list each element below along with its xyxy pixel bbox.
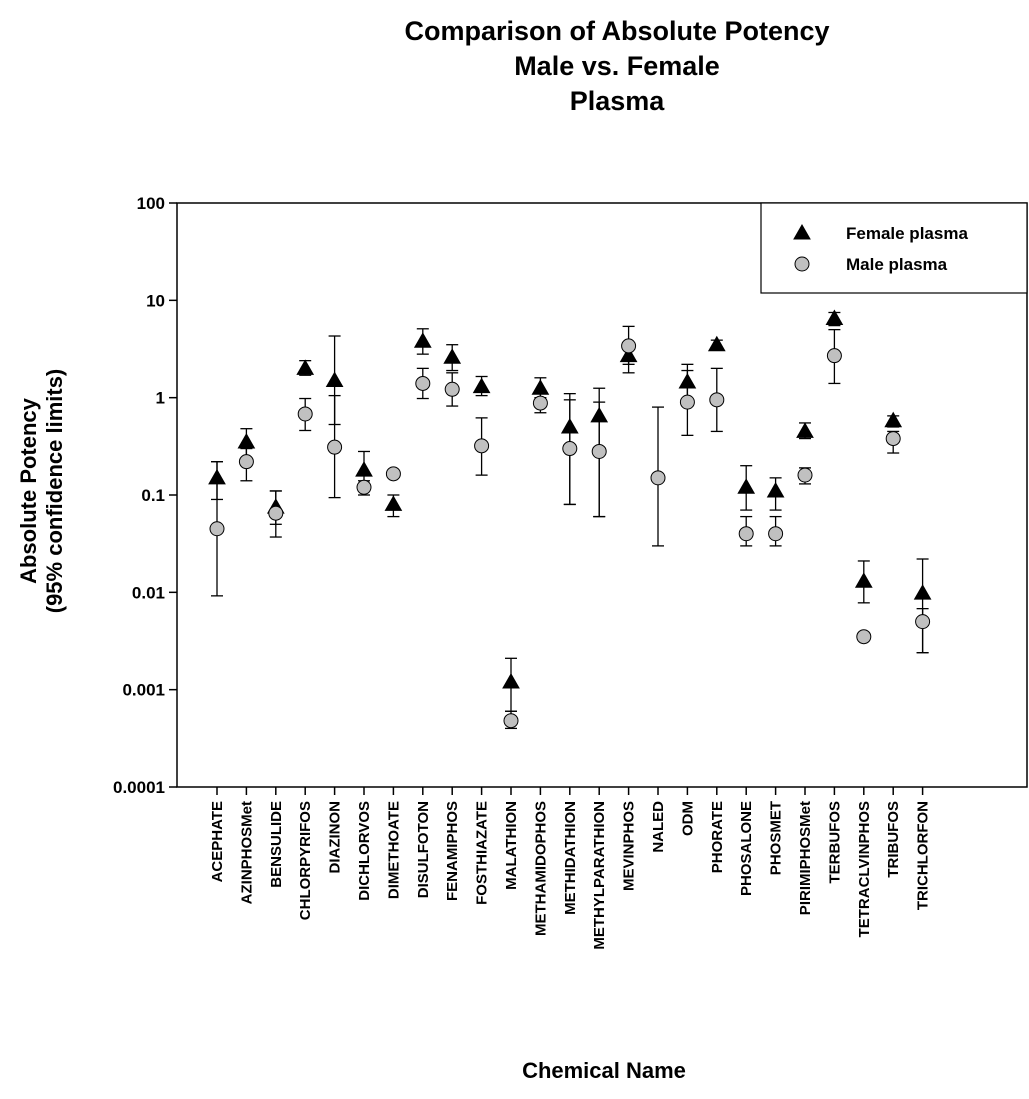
x-tick-label: ODM <box>679 801 696 836</box>
x-tick-label: PIRIMIPHOSMet <box>797 801 814 915</box>
male-point <box>356 479 372 495</box>
x-tick-label: BENSULIDE <box>268 801 285 888</box>
legend-male-marker <box>794 256 810 272</box>
male-point <box>885 431 901 447</box>
male-point <box>327 439 343 455</box>
female-point <box>325 371 344 388</box>
legend-label: Female plasma <box>846 224 968 243</box>
female-point <box>796 422 814 438</box>
x-tick-label: DIAZINON <box>327 801 344 874</box>
female-point <box>208 468 226 485</box>
legend-female-marker <box>793 223 811 240</box>
male-point <box>915 614 931 630</box>
female-point <box>296 359 315 375</box>
y-tick-label: 0.01 <box>132 583 165 602</box>
female-point <box>619 346 638 363</box>
female-point <box>531 379 550 395</box>
x-tick-label: PHOSMET <box>768 801 785 875</box>
x-tick-label: MALATHION <box>503 801 520 890</box>
male-point <box>209 521 225 537</box>
y-tick-label: 1 <box>156 389 165 408</box>
y-axis-title-line-2: (95% confidence limits) <box>42 369 67 614</box>
female-point <box>590 406 609 423</box>
x-tick-label: PHOSALONE <box>738 801 755 896</box>
x-tick-label: METHIDATHION <box>562 801 579 915</box>
x-tick-label: DIMETHOATE <box>385 801 402 899</box>
female-point <box>472 377 491 394</box>
x-axis-title: Chemical Name <box>522 1058 686 1083</box>
data-markers <box>208 309 932 729</box>
x-tick-label: FENAMIPHOS <box>444 801 461 901</box>
chart-title: Comparison of Absolute Potency Male vs. … <box>404 16 829 116</box>
female-point <box>560 417 579 434</box>
male-point <box>856 629 872 645</box>
y-axis-title: Absolute Potency (95% confidence limits) <box>16 369 67 614</box>
female-point <box>443 348 462 364</box>
male-point <box>503 713 519 729</box>
y-tick-label: 0.1 <box>141 486 165 505</box>
male-point <box>738 526 754 542</box>
x-tick-label: PHORATE <box>709 801 726 873</box>
legend-box <box>760 202 1028 294</box>
male-point <box>385 466 401 482</box>
female-point <box>854 572 873 588</box>
y-tick-label: 0.001 <box>122 681 165 700</box>
female-point <box>413 332 432 348</box>
y-tick-label: 100 <box>137 194 165 213</box>
male-point <box>268 505 284 521</box>
male-point <box>709 392 725 408</box>
x-tick-label: DICHLORVOS <box>356 801 373 901</box>
female-point <box>913 584 932 600</box>
x-tick-label: FOSTHIAZATE <box>474 801 491 905</box>
female-point <box>678 372 697 389</box>
male-point <box>826 348 842 364</box>
male-point <box>591 443 607 459</box>
x-tick-label: MEVINPHOS <box>621 801 638 891</box>
male-point <box>562 441 578 457</box>
y-axis-title-line-1: Absolute Potency <box>16 397 41 584</box>
x-axis: ACEPHATE AZINPHOSMet BENSULIDE CHLORPYRIFOS… <box>209 787 932 950</box>
female-point <box>502 672 520 689</box>
chart-title-line-2: Male vs. Female <box>514 51 720 81</box>
x-tick-label: CHLORPYRIFOS <box>297 801 314 920</box>
female-point <box>707 335 726 352</box>
x-tick-label: METHAMIDOPHOS <box>532 801 549 936</box>
male-point <box>679 394 695 410</box>
female-point <box>355 461 373 477</box>
x-tick-label: TRICHLORFON <box>915 801 932 910</box>
male-point <box>474 438 490 454</box>
female-point <box>825 309 844 326</box>
x-tick-label: NALED <box>650 801 667 853</box>
male-point <box>415 375 431 391</box>
female-point <box>884 411 903 428</box>
x-tick-label: DISULFOTON <box>415 801 432 898</box>
male-point <box>768 526 784 542</box>
y-axis: 100 10 1 0.1 0.01 0.001 0.0001 <box>113 194 177 797</box>
female-point <box>384 495 403 511</box>
x-tick-label: AZINPHOSMet <box>238 801 255 904</box>
x-tick-label: METHYLPARATHION <box>591 801 608 950</box>
male-point <box>532 395 548 411</box>
legend: Female plasma Male plasma <box>760 202 1028 294</box>
male-point <box>297 406 313 422</box>
error-bars <box>211 311 929 730</box>
male-point <box>650 470 666 486</box>
male-point <box>621 338 637 354</box>
female-point <box>766 481 785 498</box>
x-tick-label: TETRACLVINPHOS <box>856 801 873 937</box>
x-tick-label: TRIBUFOS <box>885 801 902 878</box>
legend-label: Male plasma <box>846 255 948 274</box>
y-tick-label: 10 <box>146 291 165 310</box>
female-point <box>237 433 256 449</box>
chart-title-line-1: Comparison of Absolute Potency <box>404 16 829 46</box>
female-point <box>737 478 756 494</box>
male-point <box>797 467 813 483</box>
male-point <box>238 454 254 470</box>
chart-title-line-3: Plasma <box>570 86 666 116</box>
male-point <box>444 381 460 397</box>
y-tick-label: 0.0001 <box>113 778 165 797</box>
x-tick-label: ACEPHATE <box>209 801 226 882</box>
x-tick-label: TERBUFOS <box>826 801 843 884</box>
